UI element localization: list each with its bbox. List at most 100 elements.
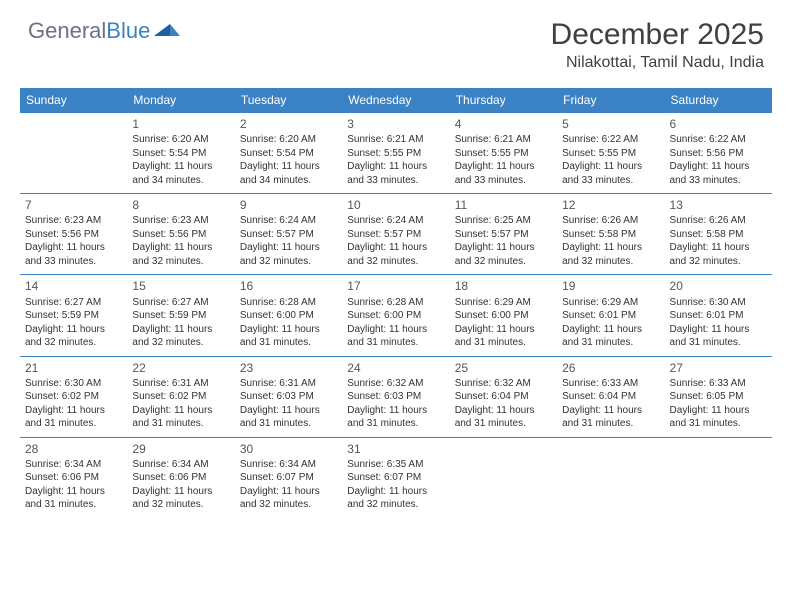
calendar-day: 30Sunrise: 6:34 AMSunset: 6:07 PMDayligh… xyxy=(235,437,342,518)
calendar-day: 31Sunrise: 6:35 AMSunset: 6:07 PMDayligh… xyxy=(342,437,449,518)
day-number: 10 xyxy=(347,197,444,213)
day-info-line: Sunset: 6:07 PM xyxy=(347,471,444,485)
day-info-line: Daylight: 11 hours and 32 minutes. xyxy=(670,241,767,268)
day-info-line: Sunset: 6:04 PM xyxy=(455,390,552,404)
day-info-line: Daylight: 11 hours and 31 minutes. xyxy=(455,404,552,431)
day-info-line: Sunset: 6:00 PM xyxy=(240,309,337,323)
day-info-line: Daylight: 11 hours and 31 minutes. xyxy=(25,485,122,512)
weekday-header: Sunday xyxy=(20,88,127,113)
day-number: 11 xyxy=(455,197,552,213)
day-info-line: Sunset: 6:06 PM xyxy=(132,471,229,485)
calendar-day: 14Sunrise: 6:27 AMSunset: 5:59 PMDayligh… xyxy=(20,275,127,356)
day-info-line: Sunrise: 6:34 AM xyxy=(240,458,337,472)
brand-logo: GeneralBlue xyxy=(28,18,180,44)
day-info-line: Daylight: 11 hours and 31 minutes. xyxy=(347,404,444,431)
day-info-line: Sunset: 6:07 PM xyxy=(240,471,337,485)
day-info-line: Sunrise: 6:27 AM xyxy=(25,296,122,310)
day-number: 12 xyxy=(562,197,659,213)
day-info-line: Sunset: 5:54 PM xyxy=(240,147,337,161)
day-number: 13 xyxy=(670,197,767,213)
calendar-head: SundayMondayTuesdayWednesdayThursdayFrid… xyxy=(20,88,772,113)
calendar-day: 6Sunrise: 6:22 AMSunset: 5:56 PMDaylight… xyxy=(665,113,772,194)
day-info-line: Daylight: 11 hours and 33 minutes. xyxy=(347,160,444,187)
calendar-day: 3Sunrise: 6:21 AMSunset: 5:55 PMDaylight… xyxy=(342,113,449,194)
calendar-day: 7Sunrise: 6:23 AMSunset: 5:56 PMDaylight… xyxy=(20,194,127,275)
day-number: 19 xyxy=(562,278,659,294)
day-info-line: Daylight: 11 hours and 31 minutes. xyxy=(240,323,337,350)
location: Nilakottai, Tamil Nadu, India xyxy=(551,54,764,72)
day-info-line: Daylight: 11 hours and 33 minutes. xyxy=(455,160,552,187)
day-info-line: Sunset: 5:59 PM xyxy=(25,309,122,323)
day-info-line: Sunrise: 6:33 AM xyxy=(562,377,659,391)
day-info-line: Sunset: 5:57 PM xyxy=(240,228,337,242)
day-number: 3 xyxy=(347,116,444,132)
header: GeneralBlue December 2025 Nilakottai, Ta… xyxy=(0,0,792,80)
day-number: 15 xyxy=(132,278,229,294)
calendar-day: 25Sunrise: 6:32 AMSunset: 6:04 PMDayligh… xyxy=(450,356,557,437)
day-info-line: Sunset: 6:04 PM xyxy=(562,390,659,404)
day-info-line: Sunset: 6:01 PM xyxy=(670,309,767,323)
day-info-line: Sunset: 5:54 PM xyxy=(132,147,229,161)
day-info-line: Sunrise: 6:29 AM xyxy=(562,296,659,310)
weekday-header: Wednesday xyxy=(342,88,449,113)
day-info-line: Sunrise: 6:23 AM xyxy=(132,214,229,228)
day-number: 30 xyxy=(240,441,337,457)
day-number: 21 xyxy=(25,360,122,376)
day-info-line: Daylight: 11 hours and 32 minutes. xyxy=(347,241,444,268)
calendar-day: 9Sunrise: 6:24 AMSunset: 5:57 PMDaylight… xyxy=(235,194,342,275)
weekday-header: Thursday xyxy=(450,88,557,113)
day-info-line: Sunrise: 6:31 AM xyxy=(132,377,229,391)
day-number: 14 xyxy=(25,278,122,294)
day-number: 26 xyxy=(562,360,659,376)
day-info-line: Sunrise: 6:32 AM xyxy=(347,377,444,391)
day-info-line: Sunset: 5:57 PM xyxy=(347,228,444,242)
calendar-day: 26Sunrise: 6:33 AMSunset: 6:04 PMDayligh… xyxy=(557,356,664,437)
calendar-day: 19Sunrise: 6:29 AMSunset: 6:01 PMDayligh… xyxy=(557,275,664,356)
day-info-line: Sunrise: 6:20 AM xyxy=(132,133,229,147)
day-info-line: Sunrise: 6:26 AM xyxy=(670,214,767,228)
calendar-day: 18Sunrise: 6:29 AMSunset: 6:00 PMDayligh… xyxy=(450,275,557,356)
day-number: 4 xyxy=(455,116,552,132)
calendar-day: 23Sunrise: 6:31 AMSunset: 6:03 PMDayligh… xyxy=(235,356,342,437)
day-info-line: Daylight: 11 hours and 32 minutes. xyxy=(240,241,337,268)
day-info-line: Sunrise: 6:21 AM xyxy=(455,133,552,147)
day-info-line: Daylight: 11 hours and 31 minutes. xyxy=(240,404,337,431)
calendar-day: 5Sunrise: 6:22 AMSunset: 5:55 PMDaylight… xyxy=(557,113,664,194)
day-info-line: Sunset: 6:02 PM xyxy=(132,390,229,404)
day-info-line: Sunrise: 6:22 AM xyxy=(670,133,767,147)
title-block: December 2025 Nilakottai, Tamil Nadu, In… xyxy=(551,18,764,72)
calendar-day: 4Sunrise: 6:21 AMSunset: 5:55 PMDaylight… xyxy=(450,113,557,194)
day-info-line: Daylight: 11 hours and 31 minutes. xyxy=(455,323,552,350)
day-info-line: Sunrise: 6:21 AM xyxy=(347,133,444,147)
calendar-empty xyxy=(450,437,557,518)
calendar-table: SundayMondayTuesdayWednesdayThursdayFrid… xyxy=(20,88,772,518)
day-info-line: Daylight: 11 hours and 33 minutes. xyxy=(670,160,767,187)
day-info-line: Daylight: 11 hours and 31 minutes. xyxy=(562,404,659,431)
day-number: 2 xyxy=(240,116,337,132)
day-info-line: Sunrise: 6:22 AM xyxy=(562,133,659,147)
day-info-line: Sunrise: 6:23 AM xyxy=(25,214,122,228)
day-info-line: Sunset: 6:01 PM xyxy=(562,309,659,323)
day-number: 24 xyxy=(347,360,444,376)
day-info-line: Daylight: 11 hours and 33 minutes. xyxy=(562,160,659,187)
day-number: 9 xyxy=(240,197,337,213)
day-info-line: Sunrise: 6:32 AM xyxy=(455,377,552,391)
calendar-day: 16Sunrise: 6:28 AMSunset: 6:00 PMDayligh… xyxy=(235,275,342,356)
day-info-line: Sunrise: 6:20 AM xyxy=(240,133,337,147)
day-info-line: Sunset: 5:56 PM xyxy=(132,228,229,242)
day-number: 5 xyxy=(562,116,659,132)
day-info-line: Sunset: 5:58 PM xyxy=(670,228,767,242)
calendar-day: 15Sunrise: 6:27 AMSunset: 5:59 PMDayligh… xyxy=(127,275,234,356)
calendar-week: 28Sunrise: 6:34 AMSunset: 6:06 PMDayligh… xyxy=(20,437,772,518)
calendar-day: 11Sunrise: 6:25 AMSunset: 5:57 PMDayligh… xyxy=(450,194,557,275)
day-number: 29 xyxy=(132,441,229,457)
calendar-day: 10Sunrise: 6:24 AMSunset: 5:57 PMDayligh… xyxy=(342,194,449,275)
weekday-header: Friday xyxy=(557,88,664,113)
brand-part2: Blue xyxy=(106,18,150,43)
month-title: December 2025 xyxy=(551,18,764,52)
day-info-line: Daylight: 11 hours and 32 minutes. xyxy=(240,485,337,512)
weekday-header: Tuesday xyxy=(235,88,342,113)
day-info-line: Sunset: 5:55 PM xyxy=(347,147,444,161)
day-number: 16 xyxy=(240,278,337,294)
day-info-line: Sunrise: 6:30 AM xyxy=(25,377,122,391)
